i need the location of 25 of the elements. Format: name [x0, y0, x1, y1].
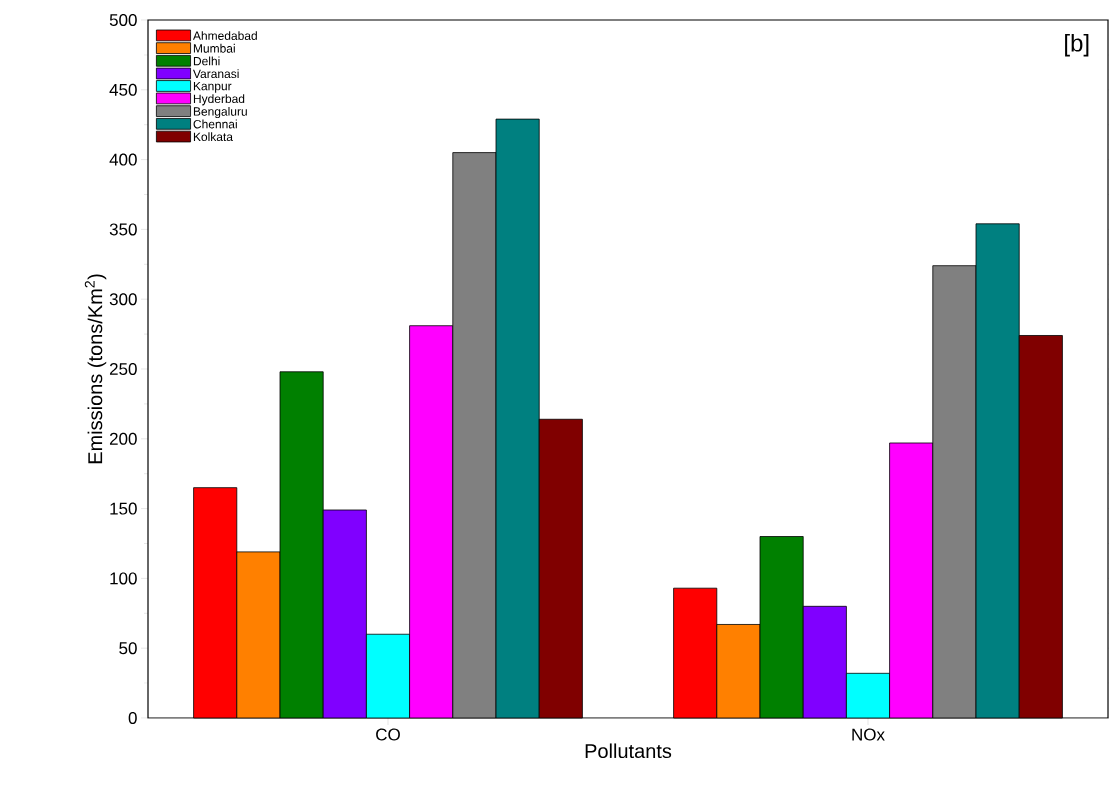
x-tick-label: NOx [852, 728, 885, 741]
x-axis-title: Pollutants [585, 743, 672, 759]
annotation: [b] [1065, 34, 1089, 57]
y-tick-label: 350 [109, 223, 137, 236]
y-tick-label: 300 [109, 293, 137, 306]
y-tick-label: 500 [109, 13, 137, 27]
y-tick-label: 200 [109, 432, 137, 445]
legend-label: Hyderbad [193, 94, 245, 106]
legend-label: Ahmedabad [192, 31, 257, 40]
legend-label: Mumbai [193, 43, 235, 53]
y-axis-title: Emissions (tons/Km$^{2}$) [84, 274, 107, 464]
y-tick-label: 100 [110, 572, 137, 585]
y-tick-label: 400 [109, 153, 137, 166]
y-tick-label: 250 [109, 362, 137, 376]
y-tick-label: 450 [109, 83, 137, 96]
legend-label: Varanasi [193, 69, 239, 79]
y-tick-label: 0 [128, 711, 137, 725]
legend-label: Chennai [193, 119, 237, 129]
legend-label: Bengaluru [193, 106, 247, 119]
y-tick-label: 150 [110, 502, 137, 515]
legend-label: Delhi [193, 56, 220, 66]
legend-label: Kanpur [193, 81, 232, 93]
x-tick-label: CO [376, 728, 400, 741]
legend-label: Kolkata [193, 132, 233, 142]
y-tick-label: 50 [119, 642, 137, 655]
